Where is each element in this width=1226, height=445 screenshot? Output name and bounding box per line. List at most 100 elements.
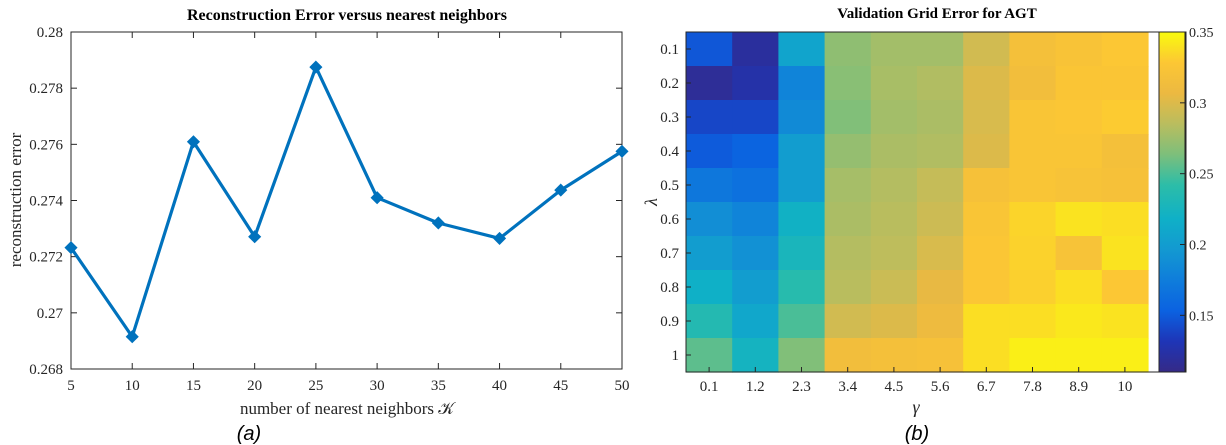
- line-chart-plot-area: [70, 31, 623, 370]
- y-tick-label: 0.268: [29, 362, 63, 378]
- y-tick-label: 0.27: [37, 306, 64, 322]
- heatmap-cell: [917, 134, 964, 169]
- line-series-markers: [64, 60, 629, 344]
- heatmap-cell: [1101, 304, 1149, 339]
- data-point-marker: [431, 216, 445, 230]
- heatmap-cell: [778, 66, 826, 101]
- heatmap-cell: [963, 236, 1010, 271]
- heatmap-cell: [1009, 32, 1057, 67]
- heatmap-cell: [686, 168, 733, 203]
- heatmap-cell: [963, 202, 1010, 237]
- data-point-marker: [615, 144, 629, 158]
- heatmap-cell: [870, 168, 918, 203]
- heatmap-cell: [1055, 168, 1103, 203]
- heatmap-y-tick-label: 0.8: [660, 280, 679, 296]
- heatmap-cell: [686, 32, 733, 67]
- colorbar-tick-label: 0.25: [1189, 168, 1214, 183]
- heatmap-cell: [963, 32, 1010, 67]
- data-point-marker: [492, 231, 507, 245]
- x-tick-label: 10: [125, 378, 140, 394]
- heatmap-cell: [1055, 66, 1103, 101]
- data-point-marker: [248, 230, 262, 244]
- heatmap-x-tick-label: 7.8: [1023, 379, 1042, 395]
- y-tick-label: 0.28: [37, 25, 63, 41]
- heatmap-cell: [870, 100, 918, 135]
- heatmap-cell: [1055, 134, 1103, 169]
- heatmap-cell: [1101, 134, 1149, 169]
- line-chart-ticks: [70, 31, 623, 370]
- heatmap-cell: [778, 100, 826, 135]
- heatmap-ticks: [686, 48, 1126, 372]
- x-tick-label: 15: [186, 378, 201, 394]
- heatmap-cell: [1055, 32, 1103, 67]
- heatmap-cell: [1055, 202, 1103, 237]
- heatmap-cell: [732, 134, 779, 169]
- x-tick-label: 20: [247, 378, 262, 394]
- heatmap-cell: [1009, 270, 1057, 305]
- heatmap-cell: [732, 66, 779, 101]
- heatmap-cell: [824, 338, 872, 373]
- heatmap-cell: [870, 338, 918, 373]
- heatmap-cell: [1055, 338, 1103, 373]
- line-chart-title: Reconstruction Error versus nearest neig…: [187, 7, 507, 24]
- heatmap-y-tick-label: 0.1: [660, 42, 679, 58]
- x-tick-label: 45: [553, 378, 568, 394]
- data-point-marker: [125, 330, 139, 344]
- heatmap-cell: [1055, 304, 1103, 339]
- heatmap-x-tick-labels: 0.1 1.2 2.3 3.4 4.5 5.6 6.7 7.8 8.9 10: [700, 379, 1133, 395]
- x-tick-label: 40: [492, 378, 507, 394]
- heatmap-cell: [870, 134, 918, 169]
- heatmap-cell: [917, 236, 964, 271]
- heatmap-cell: [1009, 236, 1057, 271]
- heatmap-plot-area: [685, 31, 1187, 373]
- heatmap-cell: [778, 338, 826, 373]
- heatmap-cell: [686, 66, 733, 101]
- heatmap-x-tick-label: 1.2: [746, 379, 765, 395]
- heatmap-cell: [1101, 66, 1149, 101]
- line-chart-y-tick-labels: 0.268 0.27 0.272 0.274 0.276 0.278 0.28: [29, 25, 63, 378]
- heatmap-cell: [778, 168, 826, 203]
- heatmap-y-axis-label: λ: [641, 198, 661, 207]
- heatmap-x-tick-label: 3.4: [838, 379, 857, 395]
- heatmap-cell: [870, 270, 918, 305]
- heatmap-cell: [732, 168, 779, 203]
- heatmap-cell: [732, 32, 779, 67]
- heatmap-x-tick-label: 0.1: [700, 379, 719, 395]
- heatmap-y-tick-label: 0.4: [660, 144, 679, 160]
- heatmap-x-tick-label: 10: [1117, 379, 1132, 395]
- heatmap-cell: [917, 202, 964, 237]
- heatmap-cell: [917, 270, 964, 305]
- heatmap-y-tick-label: 0.3: [660, 110, 679, 126]
- heatmap-cell: [917, 66, 964, 101]
- heatmap-cell: [732, 202, 779, 237]
- data-point-marker: [309, 60, 323, 74]
- heatmap-cell: [824, 236, 872, 271]
- heatmap-cell: [686, 134, 733, 169]
- heatmap-y-tick-label: 0.9: [660, 314, 679, 330]
- heatmap-cell: [963, 66, 1010, 101]
- heatmap-cell: [1101, 100, 1149, 135]
- line-chart-y-axis-label: reconstruction error: [6, 132, 25, 267]
- heatmap-cell: [778, 32, 826, 67]
- heatmap-x-tick-label: 5.6: [931, 379, 950, 395]
- heatmap-y-tick-label: 1: [672, 348, 680, 364]
- colorbar-tick-label: 0.3: [1189, 97, 1207, 112]
- heatmap-x-axis-label: γ: [912, 397, 920, 417]
- heatmap-cell: [1009, 338, 1057, 373]
- colorbar-gradient: [1158, 31, 1186, 373]
- heatmap-cell: [870, 32, 918, 67]
- heatmap-cell: [917, 168, 964, 203]
- heatmap-cell: [1009, 304, 1057, 339]
- heatmap-cell: [824, 168, 872, 203]
- heatmap-cell: [870, 304, 918, 339]
- heatmap-cell: [1009, 66, 1057, 101]
- heatmap-x-tick-label: 8.9: [1069, 379, 1088, 395]
- y-tick-label: 0.278: [29, 81, 63, 97]
- colorbar-tick-label: 0.15: [1189, 309, 1214, 324]
- heatmap-cell: [732, 338, 779, 373]
- heatmap-cell: [824, 134, 872, 169]
- heatmap-cell: [824, 66, 872, 101]
- x-tick-label: 5: [67, 378, 75, 394]
- y-tick-label: 0.276: [29, 137, 63, 153]
- heatmap-y-tick-label: 0.2: [660, 76, 679, 92]
